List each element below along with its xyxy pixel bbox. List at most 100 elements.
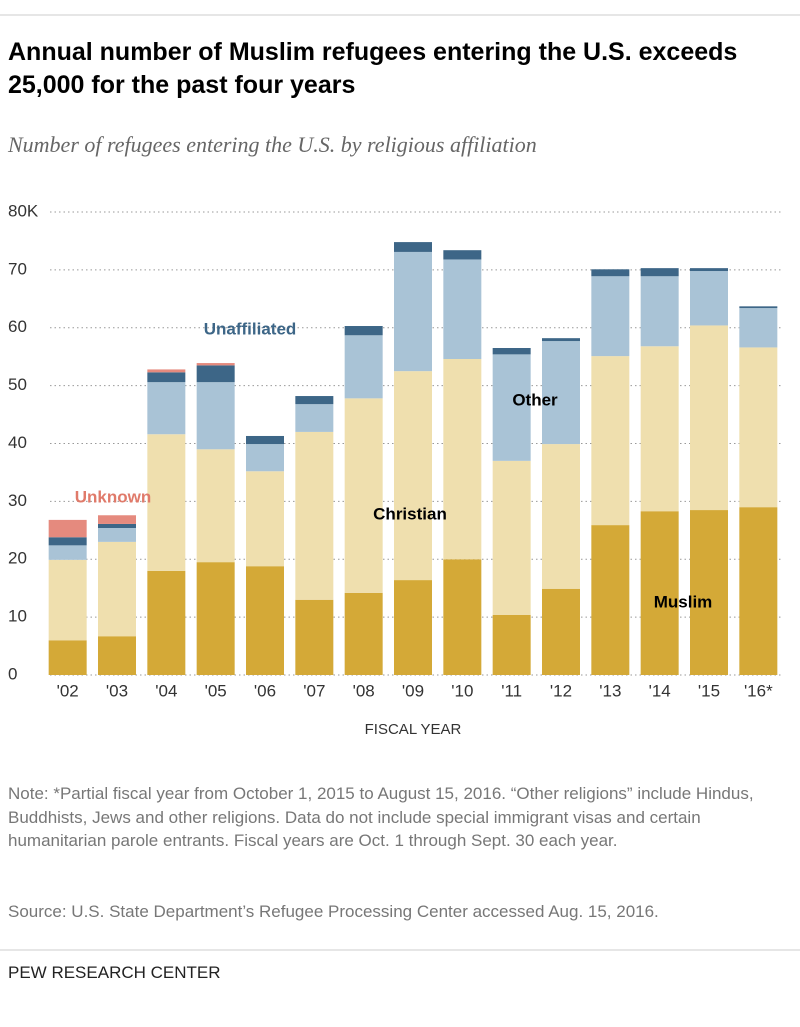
bar-segment xyxy=(48,537,87,546)
bar-segment xyxy=(48,545,87,560)
y-tick-label: 50 xyxy=(8,375,27,394)
chart-subtitle: Number of refugees entering the U.S. by … xyxy=(8,132,537,157)
y-tick-label: 40 xyxy=(8,433,27,452)
x-tick-label: '06 xyxy=(254,681,276,700)
bar-segment xyxy=(147,372,186,383)
bar-segment xyxy=(295,599,334,675)
bar-segment xyxy=(492,354,531,461)
x-tick-label: '16* xyxy=(744,681,773,700)
x-tick-label: '07 xyxy=(303,681,325,700)
y-tick-label: 80K xyxy=(8,201,39,220)
y-tick-label: 10 xyxy=(8,607,27,626)
bar-segment xyxy=(739,308,778,348)
bar-segment xyxy=(48,559,87,641)
credit: PEW RESEARCH CENTER xyxy=(8,963,221,982)
bar-segment xyxy=(690,268,728,272)
bar-segment xyxy=(196,365,235,383)
bar-segment xyxy=(542,341,580,445)
bar-segment xyxy=(640,268,679,277)
bar-segment xyxy=(443,359,482,560)
bar-segment xyxy=(48,640,87,675)
bar-segment xyxy=(246,444,284,472)
bar-segment xyxy=(147,570,186,675)
bar-segment xyxy=(147,382,186,435)
bar-segment xyxy=(492,614,531,675)
bar-segment xyxy=(394,371,432,581)
bar-segment xyxy=(196,562,235,675)
source: Source: U.S. State Department’s Refugee … xyxy=(8,902,659,921)
bar-segment xyxy=(344,398,383,593)
bar-segment xyxy=(48,519,87,538)
bar-segment xyxy=(492,460,531,615)
x-tick-label: '15 xyxy=(698,681,720,700)
x-tick-label: '14 xyxy=(649,681,671,700)
bar-segment xyxy=(196,449,235,563)
bar-segment xyxy=(246,435,284,445)
bar-segment xyxy=(739,306,778,309)
x-tick-label: '10 xyxy=(451,681,473,700)
bar-segment xyxy=(443,559,482,675)
series-label: Other xyxy=(512,390,558,409)
bar-segment xyxy=(295,396,334,405)
bar-segment xyxy=(98,636,136,675)
bar-segment xyxy=(246,566,284,675)
bar-segment xyxy=(542,588,580,675)
x-tick-label: '11 xyxy=(501,681,522,700)
bar-segment xyxy=(443,250,482,260)
y-tick-label: 30 xyxy=(8,491,27,510)
bar-segment xyxy=(492,348,531,355)
bar-segment xyxy=(591,276,630,357)
bar-segment xyxy=(394,251,432,372)
bar-segment xyxy=(246,471,284,567)
series-label: Christian xyxy=(373,504,447,523)
bar-segment xyxy=(98,523,136,528)
x-tick-label: '03 xyxy=(106,681,128,700)
chart-title: Annual number of Muslim refugees enterin… xyxy=(8,38,738,99)
bar-segment xyxy=(394,242,432,252)
series-label: Muslim xyxy=(654,592,713,611)
x-tick-label: '12 xyxy=(550,681,572,700)
bar-segment xyxy=(196,363,235,366)
series-label: Unaffiliated xyxy=(204,319,297,338)
note: Note: *Partial fiscal year from October … xyxy=(8,784,754,850)
bar-segment xyxy=(690,271,728,326)
x-tick-label: '05 xyxy=(205,681,227,700)
bar-segment xyxy=(739,347,778,508)
bar-segment xyxy=(690,510,728,675)
y-tick-label: 60 xyxy=(8,317,27,336)
bar-segment xyxy=(98,527,136,542)
y-tick-label: 20 xyxy=(8,549,27,568)
series-label: Unknown xyxy=(75,487,152,506)
bar-segment xyxy=(196,382,235,450)
bar-segment xyxy=(640,276,679,347)
bar-segment xyxy=(295,431,334,600)
x-axis-label: FISCAL YEAR xyxy=(365,721,462,738)
bar-segment xyxy=(147,369,186,373)
bar-segment xyxy=(591,525,630,675)
bar-segment xyxy=(640,511,679,675)
bar-segment xyxy=(394,580,432,675)
x-tick-label: '04 xyxy=(155,681,177,700)
bar-segment xyxy=(98,515,136,524)
bar-segment xyxy=(542,444,580,589)
bar-segment xyxy=(147,434,186,571)
y-tick-label: 0 xyxy=(8,664,17,683)
bar-segment xyxy=(542,338,580,342)
bar-segment xyxy=(591,269,630,277)
bar-segment xyxy=(739,507,778,675)
bar-segment xyxy=(443,259,482,360)
x-tick-label: '02 xyxy=(57,681,79,700)
bar-segment xyxy=(344,592,383,675)
bar-segment xyxy=(295,404,334,432)
bar-segment xyxy=(344,335,383,399)
bar-segment xyxy=(98,541,136,637)
bar-segment xyxy=(591,356,630,526)
y-tick-label: 70 xyxy=(8,259,27,278)
bar-segment xyxy=(640,346,679,512)
x-tick-label: '13 xyxy=(599,681,621,700)
x-tick-label: '08 xyxy=(353,681,375,700)
bar-segment xyxy=(344,326,383,336)
bar-segment xyxy=(690,325,728,511)
